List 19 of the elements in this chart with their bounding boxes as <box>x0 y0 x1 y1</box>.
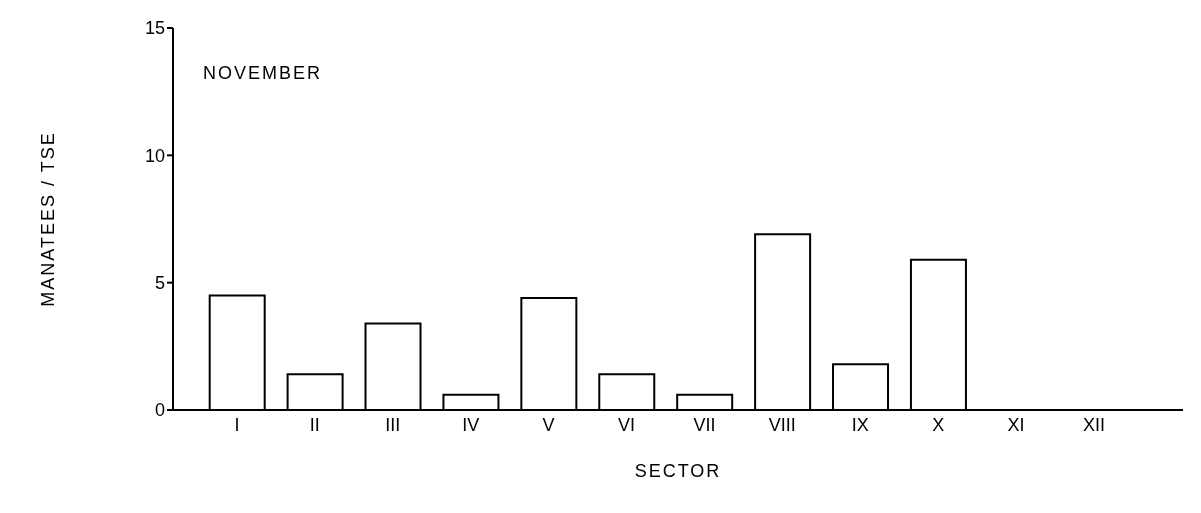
x-tick-label: VIII <box>768 414 796 435</box>
x-tick-label: I <box>234 414 240 435</box>
x-axis-title: SECTOR <box>634 461 722 481</box>
x-tick-label: XI <box>1007 414 1025 435</box>
x-tick-label: XII <box>1083 414 1106 435</box>
x-tick-label: IX <box>851 414 869 435</box>
annotation: NOVEMBER <box>203 63 323 84</box>
y-tick-label: 10 <box>144 145 165 166</box>
y-axis-title: MANATEES / TSE <box>38 131 59 307</box>
x-tick-label: II <box>309 414 320 435</box>
y-tick-label: 0 <box>154 400 165 421</box>
x-tick-label: VI <box>618 414 636 435</box>
x-tick-label: IV <box>462 414 480 435</box>
y-tick-label: 5 <box>154 273 165 294</box>
x-tick-label: III <box>385 414 401 435</box>
y-tick-label: 15 <box>144 18 165 39</box>
x-tick-label: X <box>932 414 945 435</box>
x-tick-label: V <box>542 414 555 435</box>
x-tick-label: VII <box>693 414 716 435</box>
